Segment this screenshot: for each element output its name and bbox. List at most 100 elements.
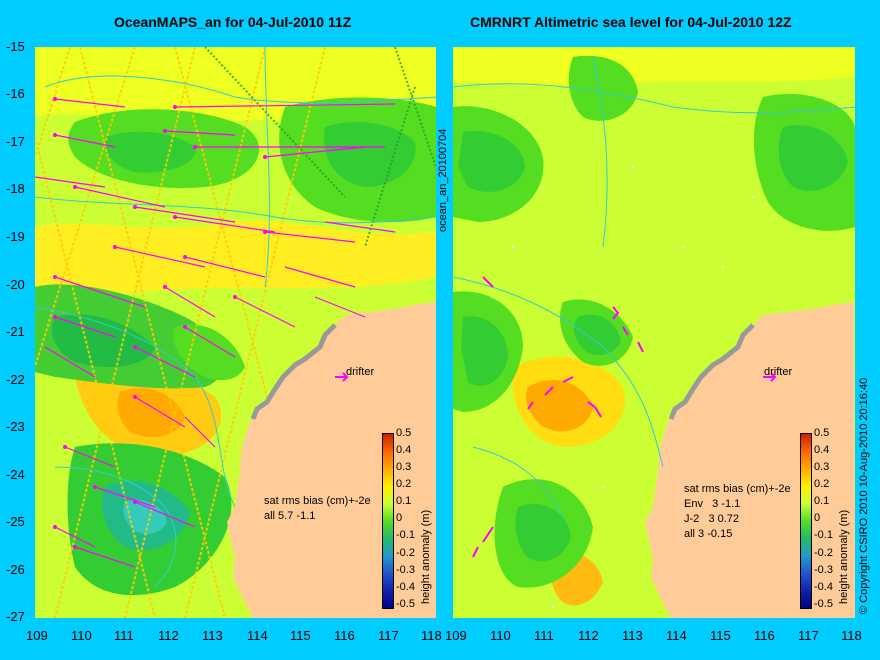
x-tick: 114	[247, 628, 268, 643]
coast-shelf	[668, 323, 755, 420]
y-tick: -17	[6, 134, 25, 149]
cb-tick: 0.1	[396, 495, 412, 507]
negative-region	[515, 503, 571, 562]
negative-region	[568, 55, 638, 121]
left-side-label: ocean_an_20100704	[437, 128, 449, 232]
cb-tick: -0.4	[396, 581, 415, 593]
negative-region	[458, 131, 525, 192]
y-tick: -24	[6, 467, 25, 482]
cb-tick: -0.1	[396, 529, 415, 541]
drifter-arrowheads	[53, 97, 267, 549]
cb-tick: 0.5	[814, 427, 830, 439]
x-tick: 111	[114, 628, 134, 643]
y-tick: -21	[6, 324, 25, 339]
x-tick: 118	[841, 628, 862, 643]
drifter-legend-arrow	[763, 372, 777, 382]
cb-tick: 0.1	[814, 495, 830, 507]
y-tick: -27	[6, 609, 25, 624]
cb-tick: -0.2	[396, 547, 415, 559]
x-tick: 117	[798, 628, 819, 643]
cb-tick: -0.2	[814, 547, 833, 559]
colorbar-label: height anomaly (m)	[420, 509, 432, 604]
x-tick: 114	[666, 628, 687, 643]
left-panel-title: OceanMAPS_an for 04-Jul-2010 11Z	[114, 14, 352, 30]
right-rms-row: Env 3 -1.1	[684, 498, 741, 510]
cb-tick: 0.5	[396, 427, 412, 439]
contours	[35, 47, 436, 588]
x-tick: 112	[578, 628, 599, 643]
cb-tick: 0	[814, 512, 821, 524]
y-tick: -25	[6, 514, 25, 529]
x-tick: 109	[445, 628, 467, 643]
x-tick: 115	[290, 628, 311, 643]
drifter-legend-arrow	[335, 372, 349, 382]
drifter-vectors	[472, 276, 644, 558]
cb-tick: 0	[396, 512, 403, 524]
right-rms-row: all 3 -0.15	[684, 528, 733, 540]
negative-region	[461, 316, 508, 386]
negative-region	[173, 324, 245, 381]
positive-region	[453, 47, 855, 87]
right-map-svg	[453, 47, 855, 618]
cb-tick: 0.3	[814, 461, 830, 473]
cb-tick: -0.5	[396, 598, 415, 610]
x-tick: 109	[26, 628, 48, 643]
cb-tick: 0.3	[396, 461, 412, 473]
x-tick: 117	[378, 628, 399, 643]
x-tick: 110	[71, 628, 92, 643]
coast-shelf	[250, 323, 337, 420]
y-tick: -22	[6, 372, 25, 387]
cb-tick: 0.2	[814, 478, 830, 490]
x-tick: 116	[754, 628, 775, 643]
x-tick: 113	[622, 628, 643, 643]
negative-region	[51, 314, 155, 367]
y-tick: -26	[6, 562, 25, 577]
y-tick: -15	[6, 39, 25, 54]
right-drifter-label: drifter	[764, 366, 793, 378]
y-tick: -20	[6, 277, 25, 292]
cb-tick: -0.3	[814, 564, 833, 576]
cb-tick: 0.4	[814, 444, 830, 456]
satellite-tracks	[35, 47, 326, 618]
negative-region	[573, 314, 621, 356]
colorbar-gradient	[382, 433, 394, 609]
left-map-panel	[35, 47, 436, 618]
right-map-panel	[453, 47, 855, 618]
positive-region	[35, 220, 436, 294]
y-tick: -19	[6, 229, 25, 244]
y-tick: -16	[6, 86, 25, 101]
positive-region	[525, 379, 593, 432]
x-tick: 112	[158, 628, 179, 643]
cb-tick: -0.4	[814, 581, 833, 593]
left-rms-row: all 5.7 -1.1	[264, 510, 316, 522]
cb-tick: 0.4	[396, 444, 412, 456]
cb-tick: 0.2	[396, 478, 412, 490]
right-side-label: © Copyright CSIRO 2010 10-Aug-2010 20:16…	[858, 377, 870, 614]
obs-dots	[491, 165, 755, 609]
drifter-vectors	[35, 98, 396, 568]
y-tick: -18	[6, 181, 25, 196]
negative-region	[778, 125, 848, 191]
colorbar-gradient	[800, 433, 812, 609]
positive-region	[117, 388, 185, 437]
cb-tick: -0.5	[814, 598, 833, 610]
right-rms-row: J-2 3 0.72	[684, 513, 740, 525]
negative-region	[123, 499, 167, 534]
left-rms-header: sat rms bias (cm)+-2e	[264, 495, 371, 507]
cb-tick: -0.1	[814, 529, 833, 541]
right-panel-title: CMRNRT Altimetric sea level for 04-Jul-2…	[470, 14, 792, 30]
y-tick: -23	[6, 419, 25, 434]
cb-tick: -0.3	[396, 564, 415, 576]
negative-region	[324, 122, 416, 187]
satellite-tracks-green	[204, 47, 436, 248]
right-rms-header: sat rms bias (cm)+-2e	[684, 483, 791, 495]
x-tick: 115	[710, 628, 731, 643]
x-tick: 111	[534, 628, 554, 643]
x-tick: 110	[490, 628, 511, 643]
left-map-svg	[35, 47, 436, 618]
left-drifter-label: drifter	[346, 366, 375, 378]
x-tick: 113	[202, 628, 223, 643]
x-tick: 116	[334, 628, 355, 643]
colorbar-label: height anomaly (m)	[838, 509, 850, 604]
